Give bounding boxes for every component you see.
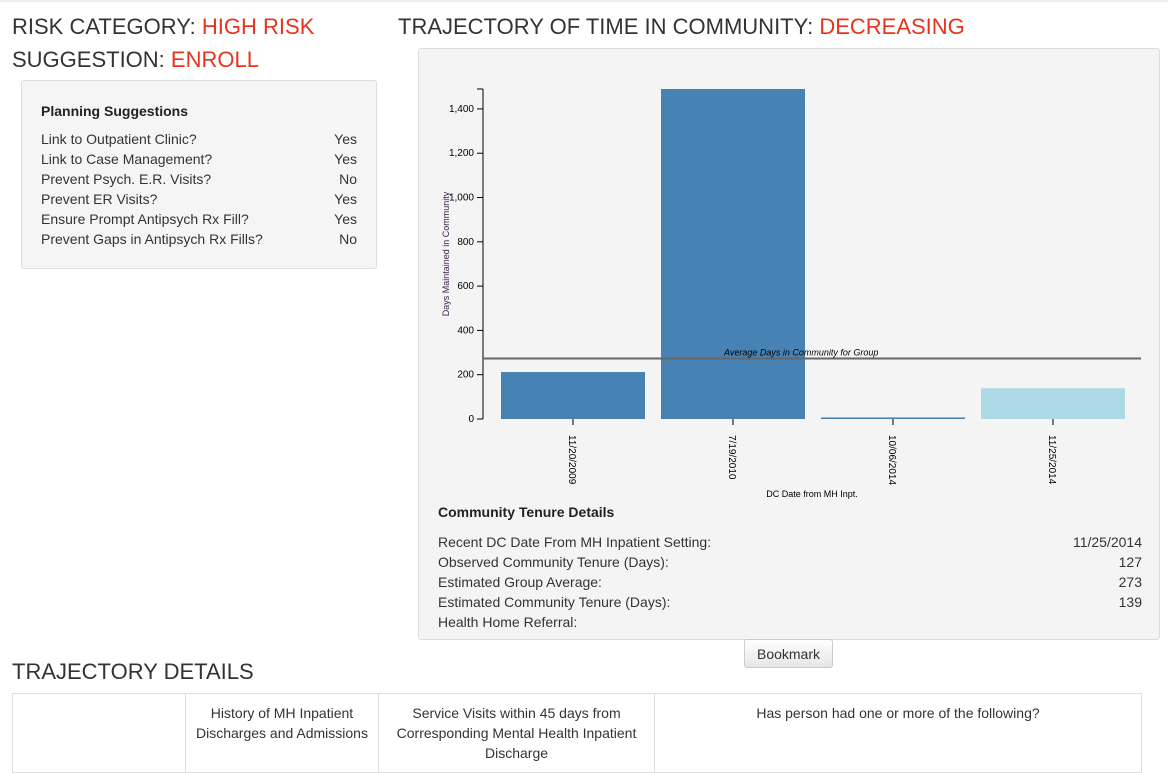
planning-item-label: Link to Case Management? xyxy=(41,151,213,167)
suggestion-label: SUGGESTION: xyxy=(12,47,171,72)
tenure-item-label: Observed Community Tenure (Days): xyxy=(438,554,669,570)
bar xyxy=(981,388,1125,419)
y-tick-label: 600 xyxy=(457,281,474,292)
planning-item-label: Link to Outpatient Clinic? xyxy=(41,131,197,147)
tenure-item-value: 127 xyxy=(1118,554,1142,570)
tenure-item: Observed Community Tenure (Days): 127 xyxy=(438,552,1142,572)
planning-item-value: No xyxy=(339,171,357,187)
planning-item-label: Ensure Prompt Antipsych Rx Fill? xyxy=(41,211,249,227)
x-tick-label: 10/06/2014 xyxy=(886,435,897,485)
tenure-item-value: 139 xyxy=(1118,594,1142,610)
top-border xyxy=(0,0,1168,2)
planning-item-label: Prevent ER Visits? xyxy=(41,191,158,207)
trajectory-label: TRAJECTORY OF TIME IN COMMUNITY: xyxy=(398,14,820,39)
y-tick-label: 0 xyxy=(468,414,474,425)
y-tick-label: 200 xyxy=(457,370,474,381)
x-axis-label: DC Date from MH Inpt. xyxy=(766,489,858,499)
tenure-title: Community Tenure Details xyxy=(438,504,615,520)
tenure-details: Community Tenure Details Recent DC Date … xyxy=(438,504,1142,632)
planning-item-value: Yes xyxy=(334,211,357,227)
tenure-item-value: 273 xyxy=(1118,574,1142,590)
tenure-item-label: Health Home Referral: xyxy=(438,614,578,630)
tenure-item-label: Recent DC Date From MH Inpatient Setting… xyxy=(438,534,712,550)
planning-item: Link to Case Management? Yes xyxy=(41,149,357,169)
risk-label: RISK CATEGORY: xyxy=(12,14,202,39)
bar xyxy=(501,372,645,419)
planning-item-value: Yes xyxy=(334,151,357,167)
x-tick-label: 11/20/2009 xyxy=(566,435,577,485)
y-axis-label: Days Maintained in Community xyxy=(441,191,451,316)
y-tick-label: 1,200 xyxy=(449,148,474,159)
suggestion: SUGGESTION: ENROLL xyxy=(12,47,259,73)
planning-item-value: No xyxy=(339,231,357,247)
planning-item-label: Prevent Gaps in Antipsych Rx Fills? xyxy=(41,231,263,247)
tenure-item: Recent DC Date From MH Inpatient Setting… xyxy=(438,532,1142,552)
planning-suggestions-panel: Planning Suggestions Link to Outpatient … xyxy=(21,80,377,269)
column-header: History of MH Inpatient Discharges and A… xyxy=(185,693,379,773)
planning-item-value: Yes xyxy=(334,131,357,147)
average-line-label: Average Days in Community for Group xyxy=(723,348,878,358)
planning-item: Prevent Psych. E.R. Visits? No xyxy=(41,169,357,189)
x-tick-label: 7/19/2010 xyxy=(726,435,737,480)
risk-category: RISK CATEGORY: HIGH RISK xyxy=(12,14,314,40)
planning-item: Link to Outpatient Clinic? Yes xyxy=(41,129,357,149)
suggestion-value: ENROLL xyxy=(170,47,259,72)
tenure-item: Estimated Community Tenure (Days): 139 xyxy=(438,592,1142,612)
y-tick-label: 800 xyxy=(457,237,474,248)
planning-title: Planning Suggestions xyxy=(41,103,189,119)
y-tick-label: 1,400 xyxy=(449,104,474,115)
planning-item: Ensure Prompt Antipsych Rx Fill? Yes xyxy=(41,209,357,229)
tenure-item-label: Estimated Community Tenure (Days): xyxy=(438,594,671,610)
trajectory-value: DECREASING xyxy=(819,14,965,39)
column-header xyxy=(12,693,186,773)
bar xyxy=(821,417,965,419)
y-tick-label: 1,000 xyxy=(449,193,474,204)
trajectory-details-title: TRAJECTORY DETAILS xyxy=(12,659,254,684)
y-tick-label: 400 xyxy=(457,325,474,336)
bookmark-button[interactable]: Bookmark xyxy=(744,639,833,668)
tenure-item: Estimated Group Average: 273 xyxy=(438,572,1142,592)
column-header: Has person had one or more of the follow… xyxy=(654,693,1142,773)
risk-value: HIGH RISK xyxy=(201,14,315,39)
column-header: Service Visits within 45 days from Corre… xyxy=(378,693,655,773)
bar-chart: 0 200 400 600 800 1,000 1,200 1,400 Days Maintai… xyxy=(441,88,1141,499)
tenure-item: Health Home Referral: xyxy=(438,612,1142,632)
planning-item: Prevent Gaps in Antipsych Rx Fills? No xyxy=(41,229,357,249)
trajectory-details-table: History of MH Inpatient Discharges and A… xyxy=(12,693,1142,773)
trajectory-heading: TRAJECTORY OF TIME IN COMMUNITY: DECREAS… xyxy=(398,14,965,40)
planning-item-value: Yes xyxy=(334,191,357,207)
tenure-item-label: Estimated Group Average: xyxy=(438,574,602,590)
x-tick-label: 11/25/2014 xyxy=(1046,435,1057,485)
planning-item-label: Prevent Psych. E.R. Visits? xyxy=(41,171,212,187)
planning-item: Prevent ER Visits? Yes xyxy=(41,189,357,209)
tenure-item-value: 11/25/2014 xyxy=(1072,534,1142,550)
chart-panel: 0 200 400 600 800 1,000 1,200 1,400 Days Maintai… xyxy=(418,48,1160,640)
bar xyxy=(661,89,805,419)
